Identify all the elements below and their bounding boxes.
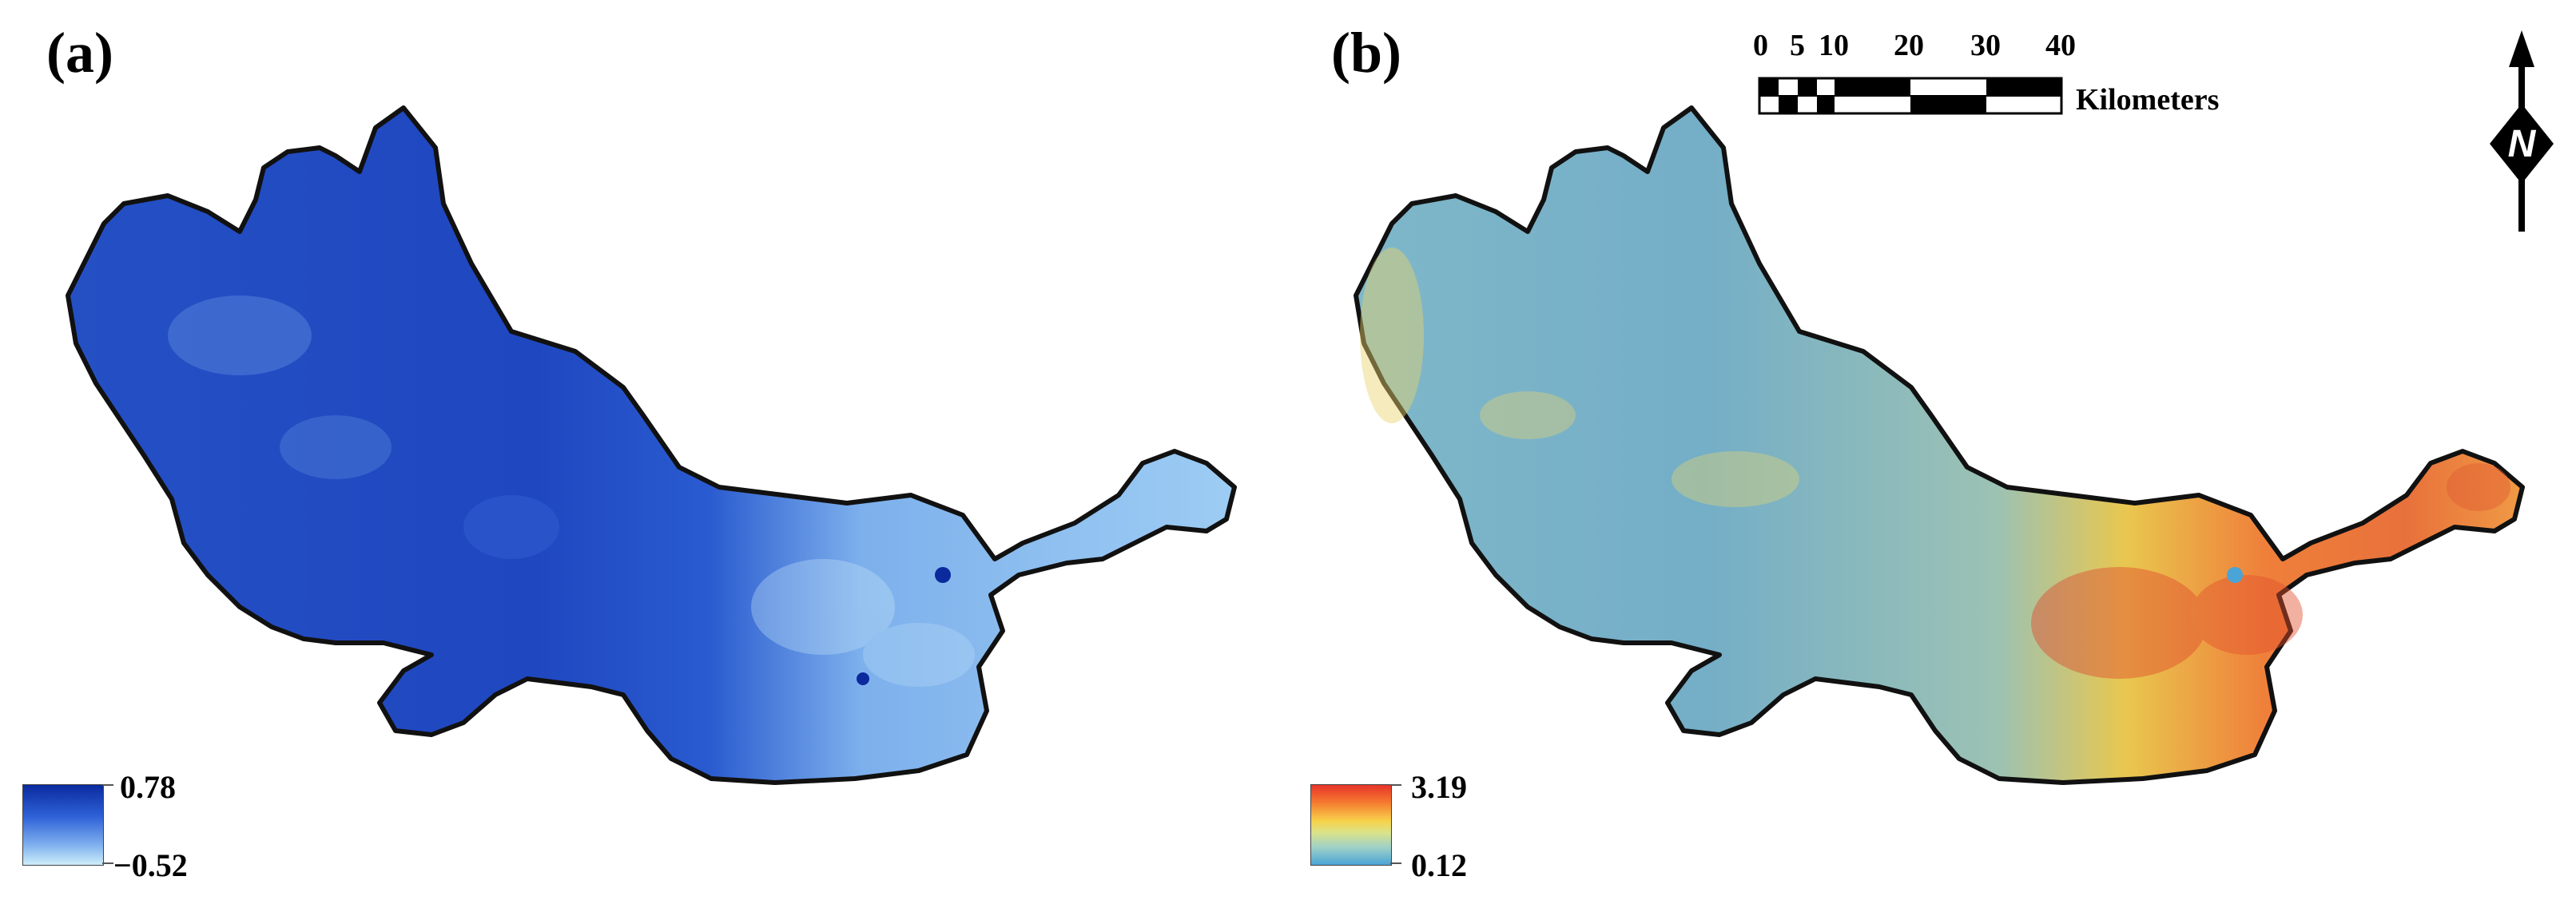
scale-label-30: 30 — [1970, 29, 2001, 62]
legend-a-max: 0.78 — [120, 769, 176, 805]
scale-bar — [1758, 77, 2063, 115]
scale-unit-label: Kilometers — [2076, 83, 2220, 117]
legend-a-tick-min — [102, 862, 113, 864]
map-b-basin — [1356, 108, 2522, 783]
scale-label-40: 40 — [2045, 29, 2076, 62]
legend-a-min: −0.52 — [113, 847, 188, 883]
legend-a-colorbar — [22, 784, 104, 866]
panel-a-label: (a) — [46, 21, 113, 85]
scale-label-20: 20 — [1894, 29, 1924, 62]
scale-label-10: 10 — [1819, 29, 1849, 62]
legend-b-min: 0.12 — [1411, 847, 1467, 883]
north-arrow-icon: N — [2490, 30, 2554, 232]
legend-a-tick-max — [102, 784, 113, 786]
legend-b-tick-min — [1390, 862, 1401, 864]
north-letter: N — [2508, 123, 2537, 165]
scale-label-0: 0 — [1753, 29, 1768, 62]
legend-b-colorbar — [1310, 784, 1392, 866]
legend-b-tick-max — [1390, 784, 1401, 786]
panel-b-label: (b) — [1331, 21, 1401, 85]
map-a-basin — [68, 108, 1234, 783]
scale-label-5: 5 — [1790, 29, 1805, 62]
legend-b-max: 3.19 — [1411, 769, 1467, 805]
